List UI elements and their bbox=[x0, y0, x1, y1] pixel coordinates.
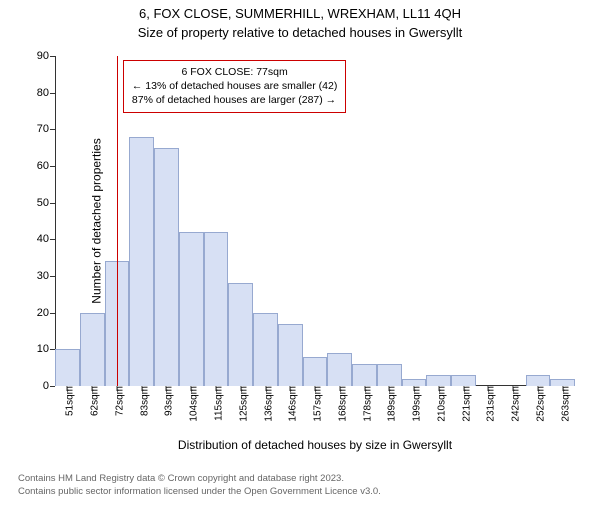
bar-slot: 178sqm bbox=[352, 56, 377, 386]
bar-slot: 231sqm bbox=[476, 56, 501, 386]
x-tick-label: 168sqm bbox=[331, 386, 348, 422]
x-tick-mark bbox=[438, 386, 439, 391]
histogram-bar bbox=[526, 375, 551, 386]
x-tick-mark bbox=[290, 386, 291, 391]
x-tick-mark bbox=[339, 386, 340, 391]
y-tick-mark bbox=[50, 129, 55, 130]
y-axis-label-wrap: Number of detached properties bbox=[14, 56, 28, 386]
footer-line1: Contains HM Land Registry data © Crown c… bbox=[18, 473, 381, 485]
bar-slot: 189sqm bbox=[377, 56, 402, 386]
y-tick-mark bbox=[50, 276, 55, 277]
histogram-bar bbox=[80, 313, 105, 386]
x-tick-mark bbox=[265, 386, 266, 391]
footer-line2: Contains public sector information licen… bbox=[18, 486, 381, 498]
histogram-bar bbox=[426, 375, 451, 386]
histogram-bar bbox=[377, 364, 402, 386]
y-tick-mark bbox=[50, 349, 55, 350]
histogram-bar bbox=[55, 349, 80, 386]
x-tick-label: 189sqm bbox=[381, 386, 398, 422]
x-tick-label: 263sqm bbox=[554, 386, 571, 422]
x-tick-label: 104sqm bbox=[183, 386, 200, 422]
bar-slot: 263sqm bbox=[550, 56, 575, 386]
x-tick-mark bbox=[67, 386, 68, 391]
histogram-bar bbox=[352, 364, 377, 386]
x-tick-mark bbox=[562, 386, 563, 391]
histogram-bar bbox=[327, 353, 352, 386]
x-tick-mark bbox=[191, 386, 192, 391]
histogram-bar bbox=[451, 375, 476, 386]
bar-slot: 221sqm bbox=[451, 56, 476, 386]
x-tick-label: 115sqm bbox=[207, 386, 224, 421]
histogram-bar bbox=[550, 379, 575, 386]
reference-marker-line bbox=[117, 56, 118, 386]
x-tick-label: 136sqm bbox=[257, 386, 274, 422]
x-tick-mark bbox=[116, 386, 117, 391]
y-tick-mark bbox=[50, 313, 55, 314]
y-tick-mark bbox=[50, 203, 55, 204]
x-tick-mark bbox=[92, 386, 93, 391]
x-tick-mark bbox=[389, 386, 390, 391]
histogram-bar bbox=[204, 232, 229, 386]
annotation-line: 6 FOX CLOSE: 77sqm bbox=[132, 65, 337, 79]
bar-slot: 62sqm bbox=[80, 56, 105, 386]
x-tick-mark bbox=[513, 386, 514, 391]
histogram-bar bbox=[228, 283, 253, 386]
bar-slot: 51sqm bbox=[55, 56, 80, 386]
x-tick-mark bbox=[488, 386, 489, 391]
annotation-line: 87% of detached houses are larger (287) … bbox=[132, 93, 337, 107]
y-tick-mark bbox=[50, 386, 55, 387]
x-tick-mark bbox=[364, 386, 365, 391]
x-tick-mark bbox=[414, 386, 415, 391]
histogram-bar bbox=[303, 357, 328, 386]
x-tick-mark bbox=[537, 386, 538, 391]
histogram-bar bbox=[129, 137, 154, 386]
histogram-bar bbox=[278, 324, 303, 386]
y-tick-mark bbox=[50, 56, 55, 57]
x-tick-mark bbox=[215, 386, 216, 391]
histogram-bar bbox=[253, 313, 278, 386]
chart-plot-area: 51sqm62sqm72sqm83sqm93sqm104sqm115sqm125… bbox=[55, 56, 575, 386]
chart-title-line1: 6, FOX CLOSE, SUMMERHILL, WREXHAM, LL11 … bbox=[0, 6, 600, 21]
footer-attribution: Contains HM Land Registry data © Crown c… bbox=[18, 473, 381, 498]
x-tick-label: 178sqm bbox=[356, 386, 373, 422]
x-tick-mark bbox=[315, 386, 316, 391]
x-tick-label: 199sqm bbox=[406, 386, 423, 422]
x-tick-mark bbox=[166, 386, 167, 391]
histogram-bar bbox=[179, 232, 204, 386]
bar-slot: 242sqm bbox=[501, 56, 526, 386]
annotation-line: ← 13% of detached houses are smaller (42… bbox=[132, 79, 337, 93]
x-tick-label: 242sqm bbox=[505, 386, 522, 422]
x-tick-mark bbox=[463, 386, 464, 391]
x-tick-mark bbox=[141, 386, 142, 391]
x-tick-mark bbox=[240, 386, 241, 391]
y-tick-mark bbox=[50, 239, 55, 240]
x-tick-label: 221sqm bbox=[455, 386, 472, 422]
x-tick-label: 146sqm bbox=[282, 386, 299, 422]
x-tick-label: 125sqm bbox=[232, 386, 249, 422]
annotation-callout: 6 FOX CLOSE: 77sqm← 13% of detached hous… bbox=[123, 60, 346, 113]
bar-slot: 252sqm bbox=[526, 56, 551, 386]
bar-slot: 199sqm bbox=[402, 56, 427, 386]
histogram-bar bbox=[154, 148, 179, 386]
x-axis-label: Distribution of detached houses by size … bbox=[55, 438, 575, 452]
y-tick-mark bbox=[50, 93, 55, 94]
chart-title-line2: Size of property relative to detached ho… bbox=[0, 25, 600, 40]
x-tick-label: 231sqm bbox=[480, 386, 497, 422]
bar-slot: 210sqm bbox=[426, 56, 451, 386]
y-tick-mark bbox=[50, 166, 55, 167]
x-tick-label: 252sqm bbox=[529, 386, 546, 422]
x-tick-label: 157sqm bbox=[307, 386, 324, 422]
histogram-bar bbox=[402, 379, 427, 386]
x-tick-label: 210sqm bbox=[430, 386, 447, 422]
